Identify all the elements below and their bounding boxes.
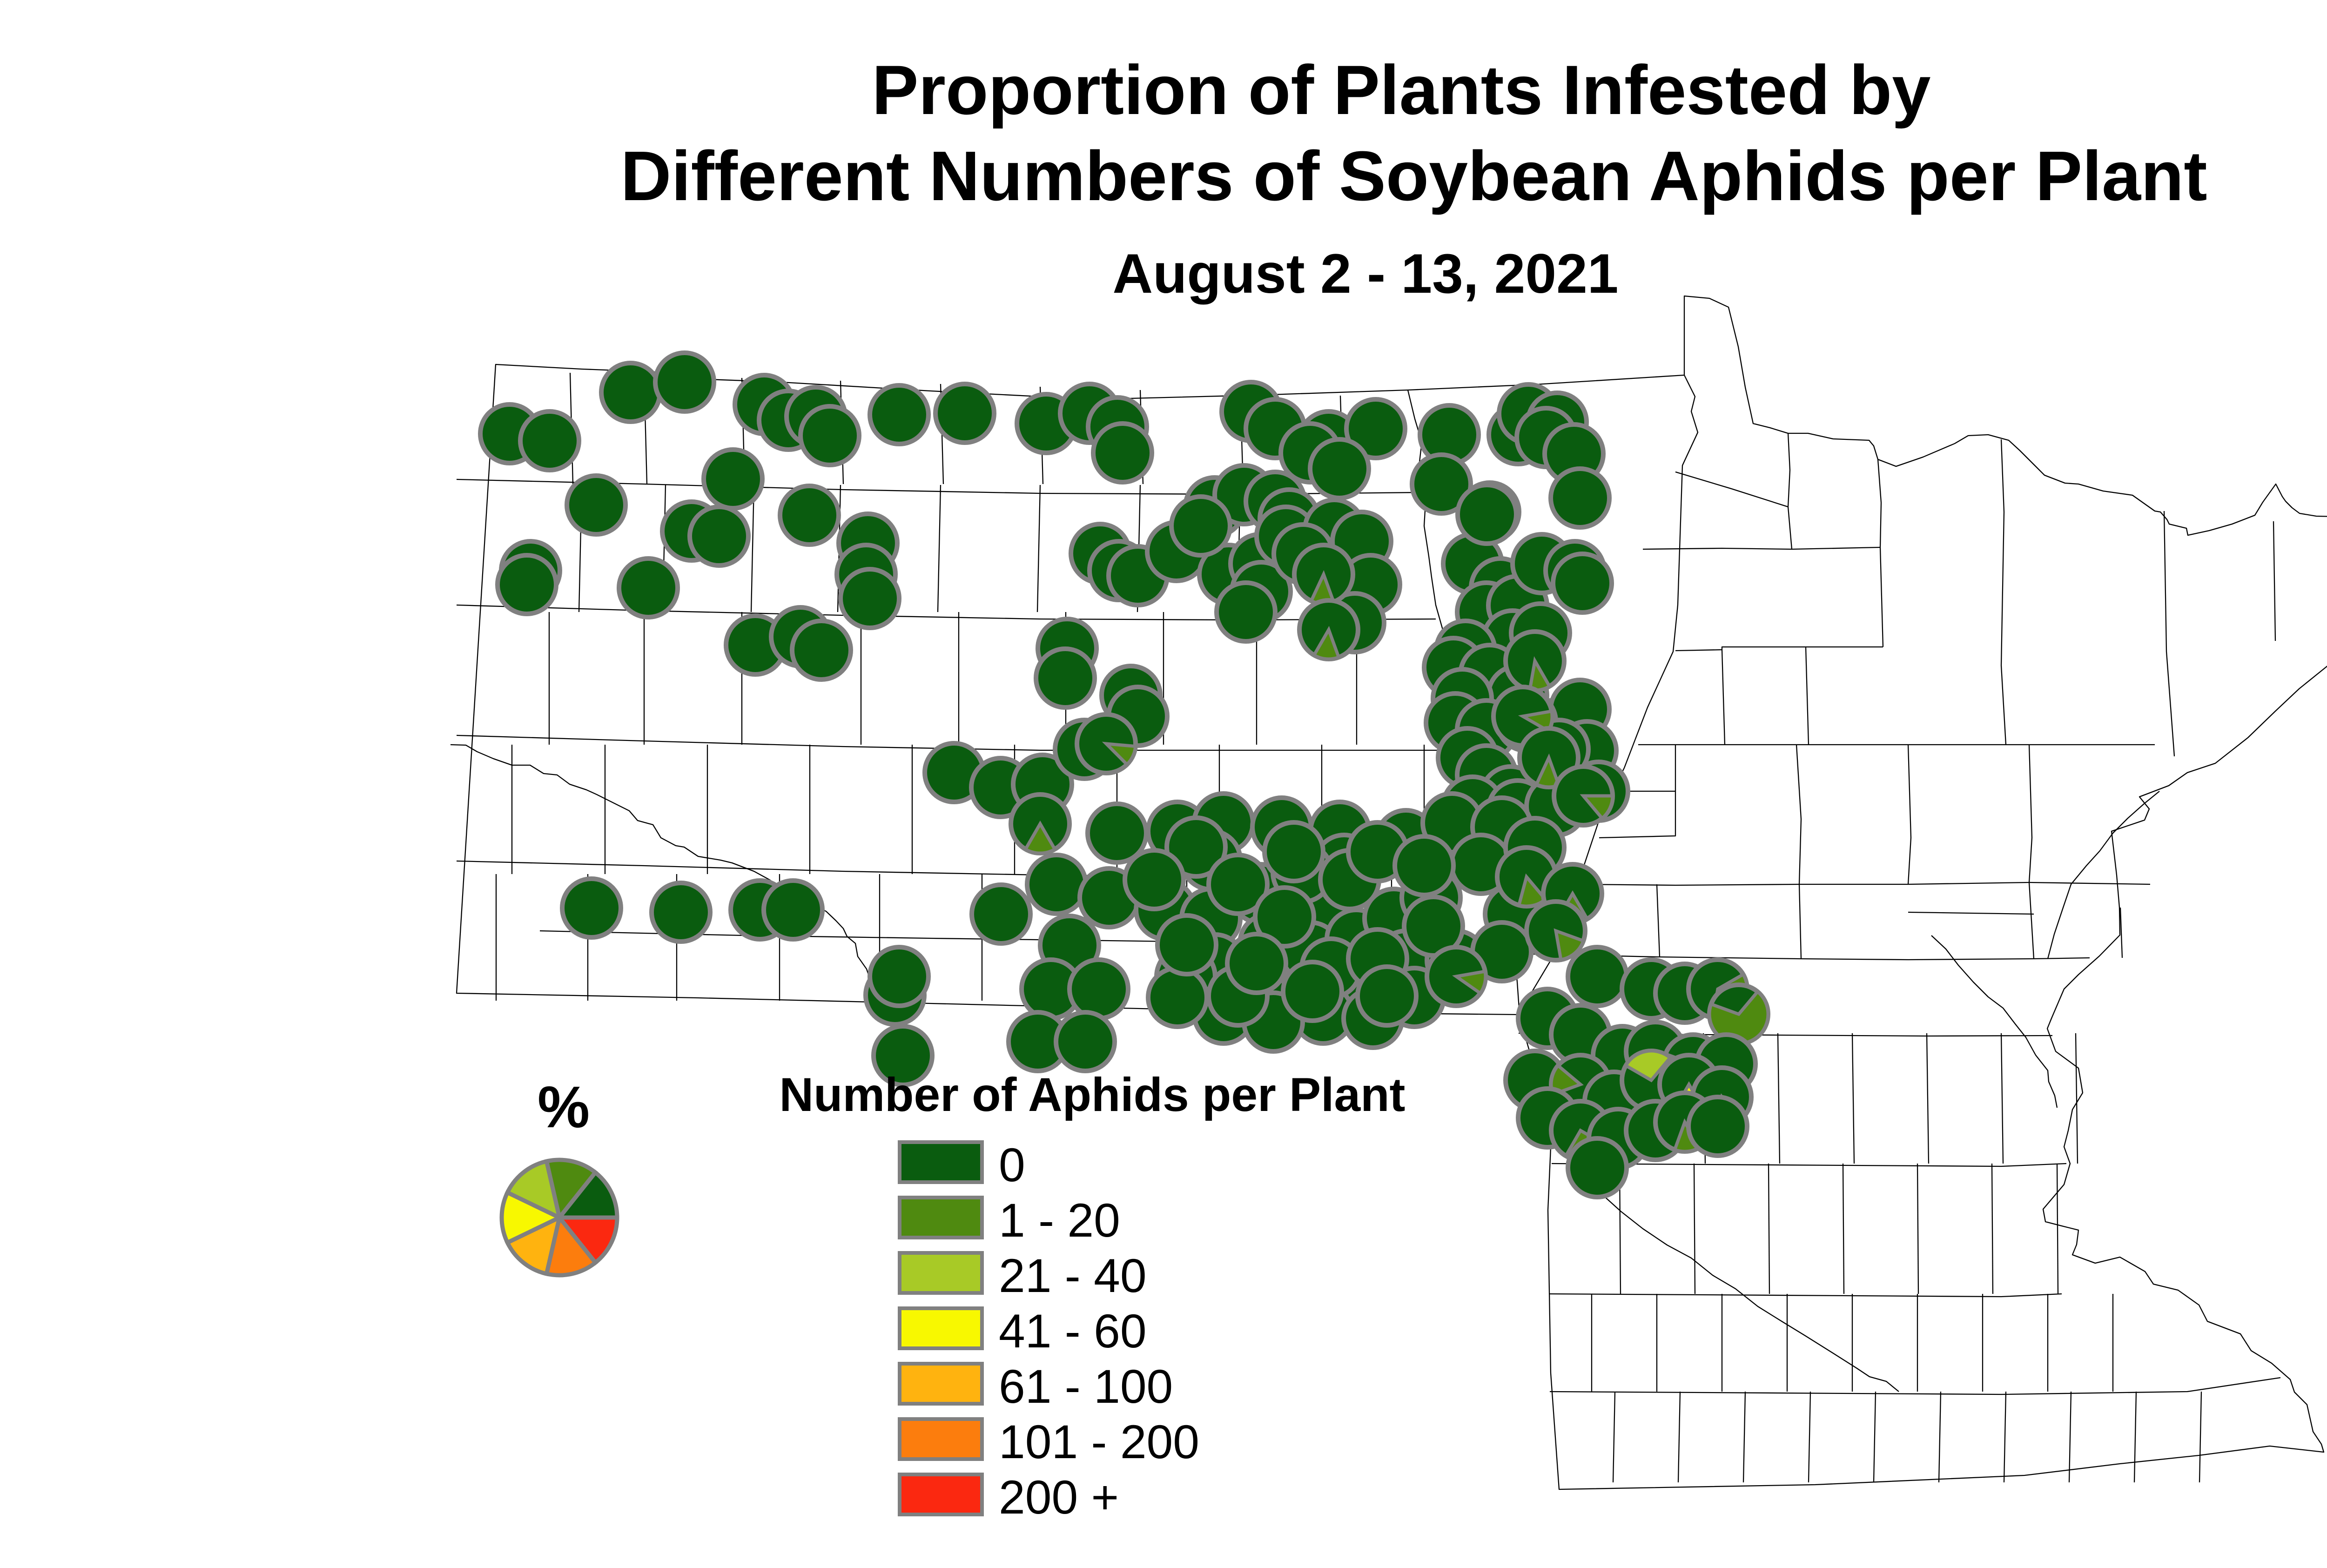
svg-text:Different Numbers of Soybean A: Different Numbers of Soybean Aphids per … xyxy=(620,136,2207,215)
svg-text:101 - 200: 101 - 200 xyxy=(999,1415,1199,1468)
svg-text:0: 0 xyxy=(999,1138,1025,1191)
svg-text:41 - 60: 41 - 60 xyxy=(999,1305,1147,1358)
svg-text:1 - 20: 1 - 20 xyxy=(999,1194,1120,1247)
svg-text:61 - 100: 61 - 100 xyxy=(999,1360,1173,1413)
svg-text:200 +: 200 + xyxy=(999,1471,1119,1524)
svg-text:21 - 40: 21 - 40 xyxy=(999,1249,1147,1302)
svg-text:%: % xyxy=(538,1074,590,1140)
svg-text:August 2 - 13, 2021: August 2 - 13, 2021 xyxy=(1112,242,1618,305)
svg-text:Proportion of Plants Infested: Proportion of Plants Infested by xyxy=(872,51,1930,129)
svg-text:Number of Aphids per Plant: Number of Aphids per Plant xyxy=(780,1068,1406,1121)
